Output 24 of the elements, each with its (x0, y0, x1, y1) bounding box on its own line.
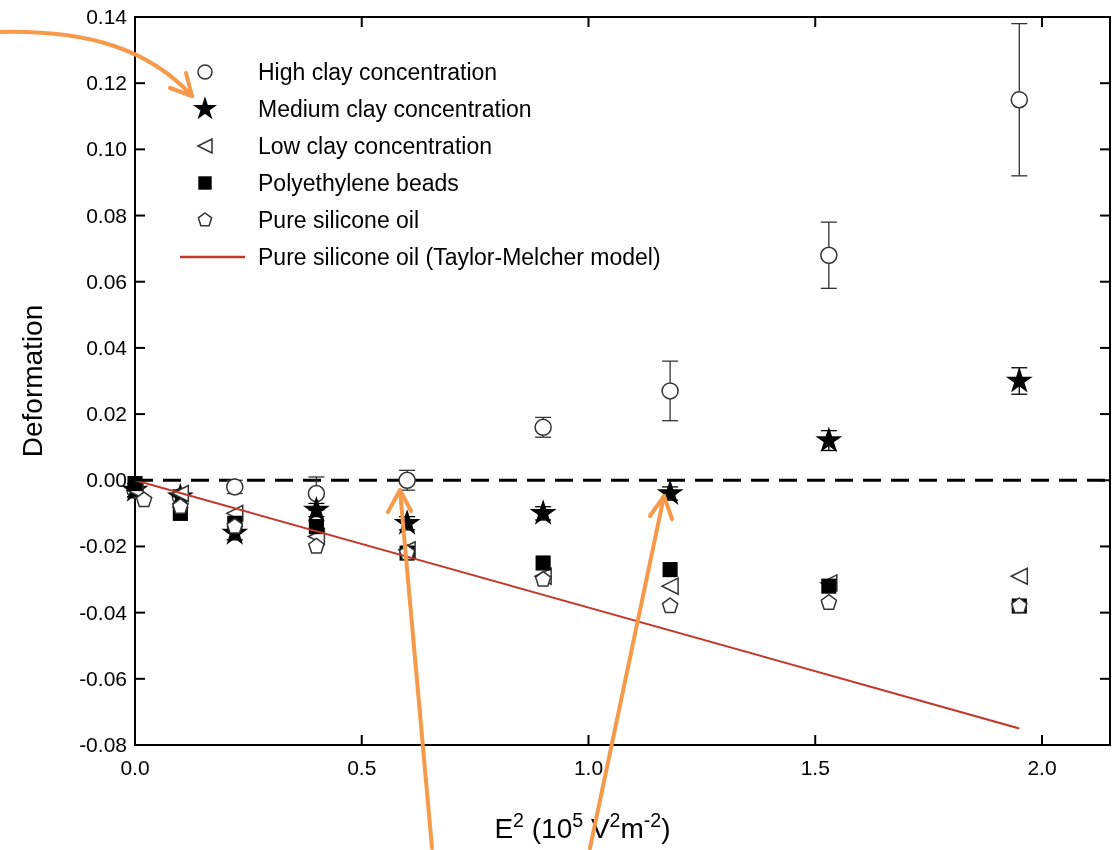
x-tick-label: 2.0 (1027, 756, 1057, 779)
legend-label: Low clay concentration (258, 133, 492, 159)
legend-label: Pure silicone oil (Taylor-Melcher model) (258, 244, 661, 270)
y-tick-label: -0.08 (79, 733, 127, 756)
x-tick-label: 1.0 (573, 756, 604, 779)
legend-label: Polyethylene beads (258, 170, 459, 196)
legend-label: Medium clay concentration (258, 96, 532, 122)
y-tick-label: -0.02 (79, 534, 127, 558)
y-axis-title: Deformation (17, 304, 48, 458)
y-tick-label: 0.04 (86, 335, 128, 359)
y-tick-label: 0.12 (86, 71, 127, 95)
x-tick-label: 1.5 (800, 756, 830, 779)
y-tick-label: 0.06 (86, 269, 127, 293)
y-tick-label: 0.08 (86, 203, 127, 227)
x-tick-label: 0.5 (347, 756, 377, 779)
x-tick-label: 0.0 (120, 756, 150, 779)
legend-label: Pure silicone oil (258, 207, 420, 233)
y-tick-label: 0.14 (86, 5, 128, 28)
y-tick-label: 0.02 (86, 402, 127, 426)
y-tick-label: -0.04 (79, 600, 128, 624)
y-tick-label: 0.10 (86, 137, 127, 161)
y-tick-label: -0.06 (79, 666, 127, 690)
y-tick-label: 0.00 (86, 468, 127, 492)
legend-label: High clay concentration (258, 59, 498, 85)
